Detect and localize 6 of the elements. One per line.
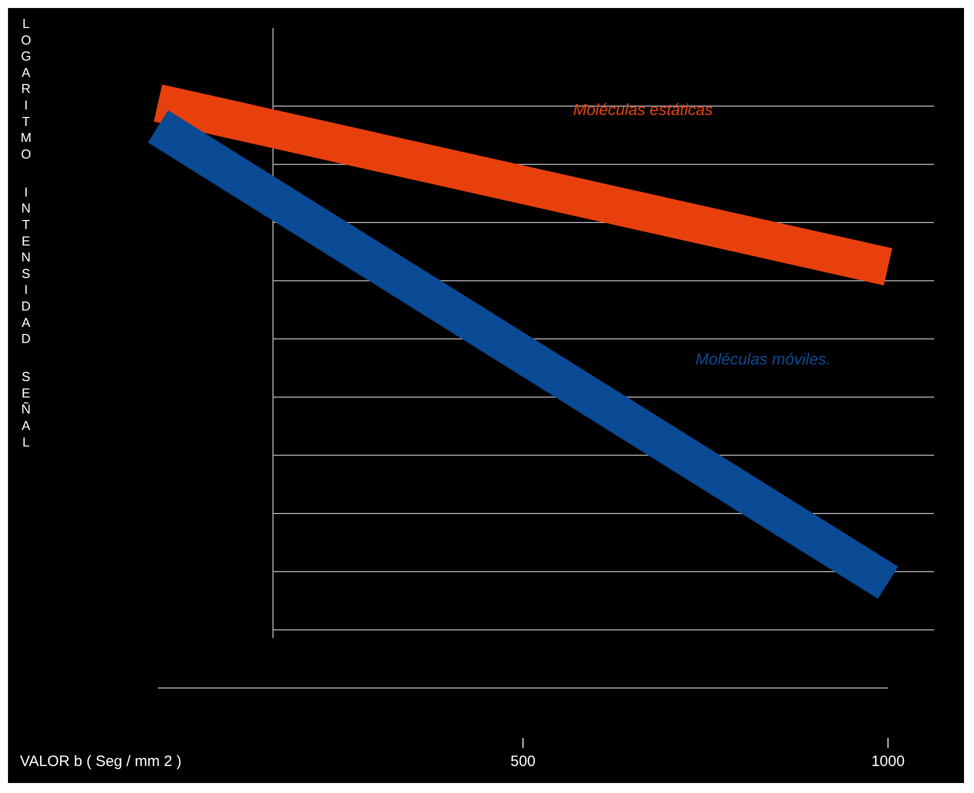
x-axis-title: VALOR b ( Seg / mm 2 ) <box>20 753 182 770</box>
x-tick-label: 1000 <box>871 753 905 770</box>
text: LOGARITMO INTENSIDAD SEÑAL <box>20 16 32 450</box>
text: Moléculas estáticas <box>573 102 713 119</box>
x-tick-label: 500 <box>510 753 536 770</box>
text: Moléculas móviles. <box>695 352 831 369</box>
